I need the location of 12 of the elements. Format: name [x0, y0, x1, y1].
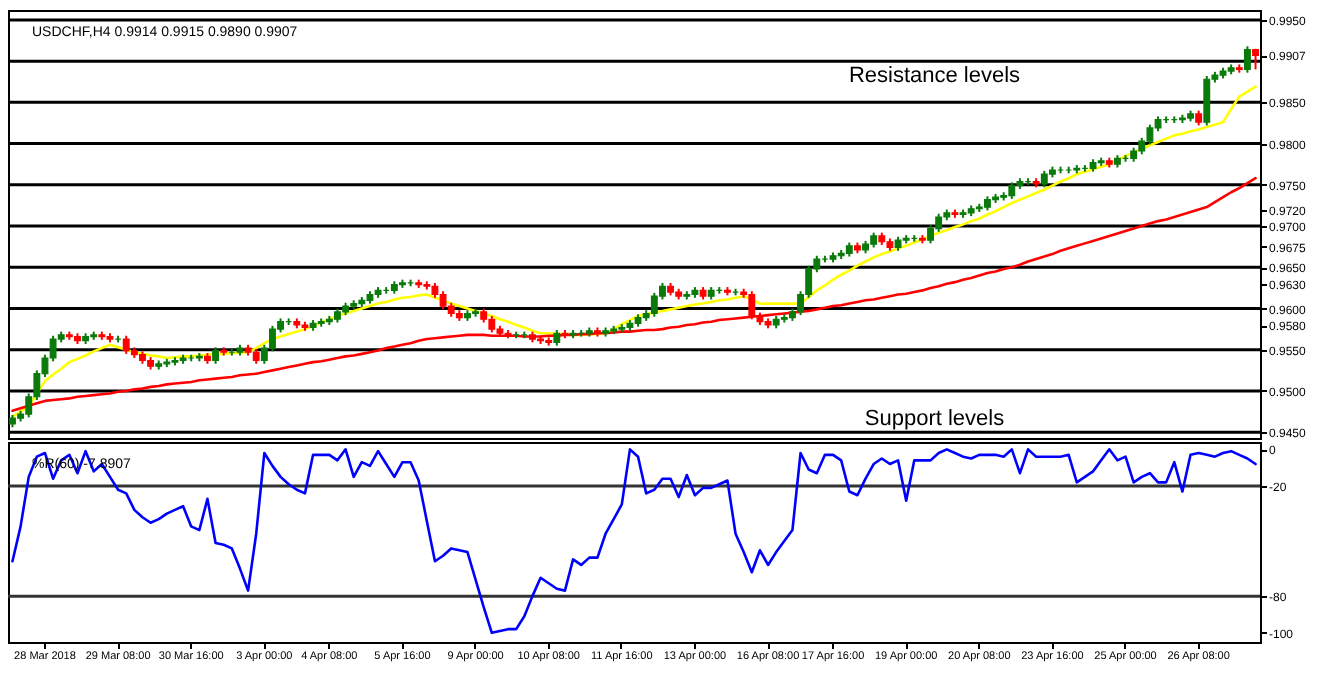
- candlestick: [927, 224, 934, 245]
- candlestick: [1203, 74, 1211, 127]
- annotation: Resistance levels: [848, 64, 1022, 89]
- candlestick: [748, 290, 756, 321]
- annotation: Support levels: [864, 406, 1006, 431]
- candlestick: [1146, 123, 1154, 146]
- candlestick: [122, 334, 130, 355]
- candlestick: [650, 291, 658, 318]
- candlestick: [269, 324, 276, 353]
- candlestick: [1243, 45, 1251, 74]
- candlestick: [439, 290, 447, 311]
- line-series: [11, 448, 1257, 635]
